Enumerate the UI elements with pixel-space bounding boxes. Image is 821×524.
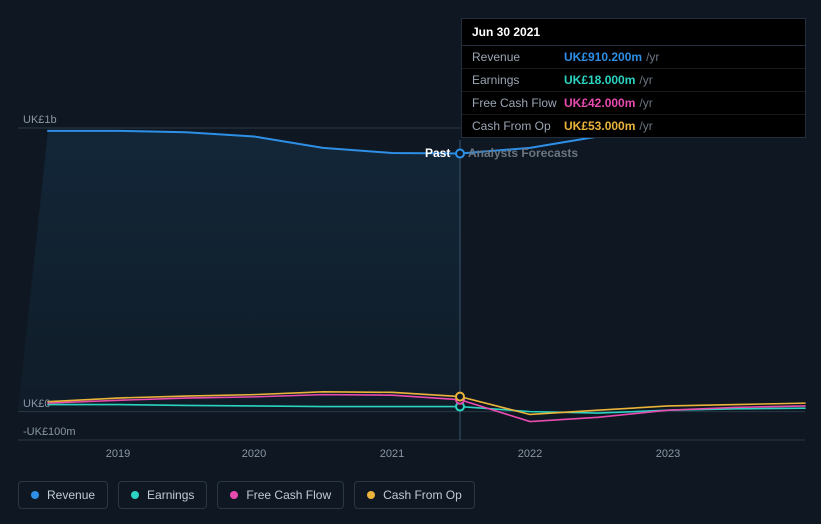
tooltip-metric-label: Cash From Op xyxy=(472,119,564,133)
tooltip-row: EarningsUK£18.000m/yr xyxy=(462,69,805,92)
legend-item[interactable]: Cash From Op xyxy=(354,481,475,509)
legend-label: Earnings xyxy=(147,488,194,502)
tooltip-metric-unit: /yr xyxy=(639,96,652,110)
legend-marker-icon xyxy=(367,491,375,499)
y-axis-label: UK£0 xyxy=(23,398,51,410)
tooltip-metric-value: UK£18.000m xyxy=(564,73,635,87)
legend-marker-icon xyxy=(31,491,39,499)
legend-marker-icon xyxy=(230,491,238,499)
tooltip-row: Cash From OpUK£53.000m/yr xyxy=(462,115,805,137)
forecast-period-label: Analysts Forecasts xyxy=(468,146,578,160)
y-axis-label: -UK£100m xyxy=(23,426,76,438)
tooltip-metric-label: Free Cash Flow xyxy=(472,96,564,110)
legend-item[interactable]: Revenue xyxy=(18,481,108,509)
tooltip-metric-label: Revenue xyxy=(472,50,564,64)
tooltip-metric-label: Earnings xyxy=(472,73,564,87)
tooltip-row: RevenueUK£910.200m/yr xyxy=(462,46,805,69)
y-axis-label: UK£1b xyxy=(23,114,57,126)
legend-label: Revenue xyxy=(47,488,95,502)
legend-label: Cash From Op xyxy=(383,488,462,502)
x-axis-label: 2022 xyxy=(500,448,560,460)
tooltip-metric-unit: /yr xyxy=(639,73,652,87)
tooltip-metric-unit: /yr xyxy=(639,119,652,133)
chart-legend: Revenue Earnings Free Cash Flow Cash From O… xyxy=(18,481,475,509)
x-axis-label: 2020 xyxy=(224,448,284,460)
tooltip-metric-value: UK£53.000m xyxy=(564,119,635,133)
tooltip-date: Jun 30 2021 xyxy=(462,19,805,46)
tooltip-row: Free Cash FlowUK£42.000m/yr xyxy=(462,92,805,115)
legend-item[interactable]: Earnings xyxy=(118,481,207,509)
legend-marker-icon xyxy=(131,491,139,499)
tooltip-metric-unit: /yr xyxy=(646,50,659,64)
tooltip-metric-value: UK£910.200m xyxy=(564,50,642,64)
chart-tooltip: Jun 30 2021 RevenueUK£910.200m/yrEarning… xyxy=(461,18,806,138)
legend-label: Free Cash Flow xyxy=(246,488,331,502)
x-axis-label: 2023 xyxy=(638,448,698,460)
tooltip-metric-value: UK£42.000m xyxy=(564,96,635,110)
financial-forecast-chart: Jun 30 2021 RevenueUK£910.200m/yrEarning… xyxy=(0,0,821,524)
x-axis-label: 2021 xyxy=(362,448,422,460)
x-axis-label: 2019 xyxy=(88,448,148,460)
legend-item[interactable]: Free Cash Flow xyxy=(217,481,344,509)
past-period-label: Past xyxy=(425,146,450,160)
